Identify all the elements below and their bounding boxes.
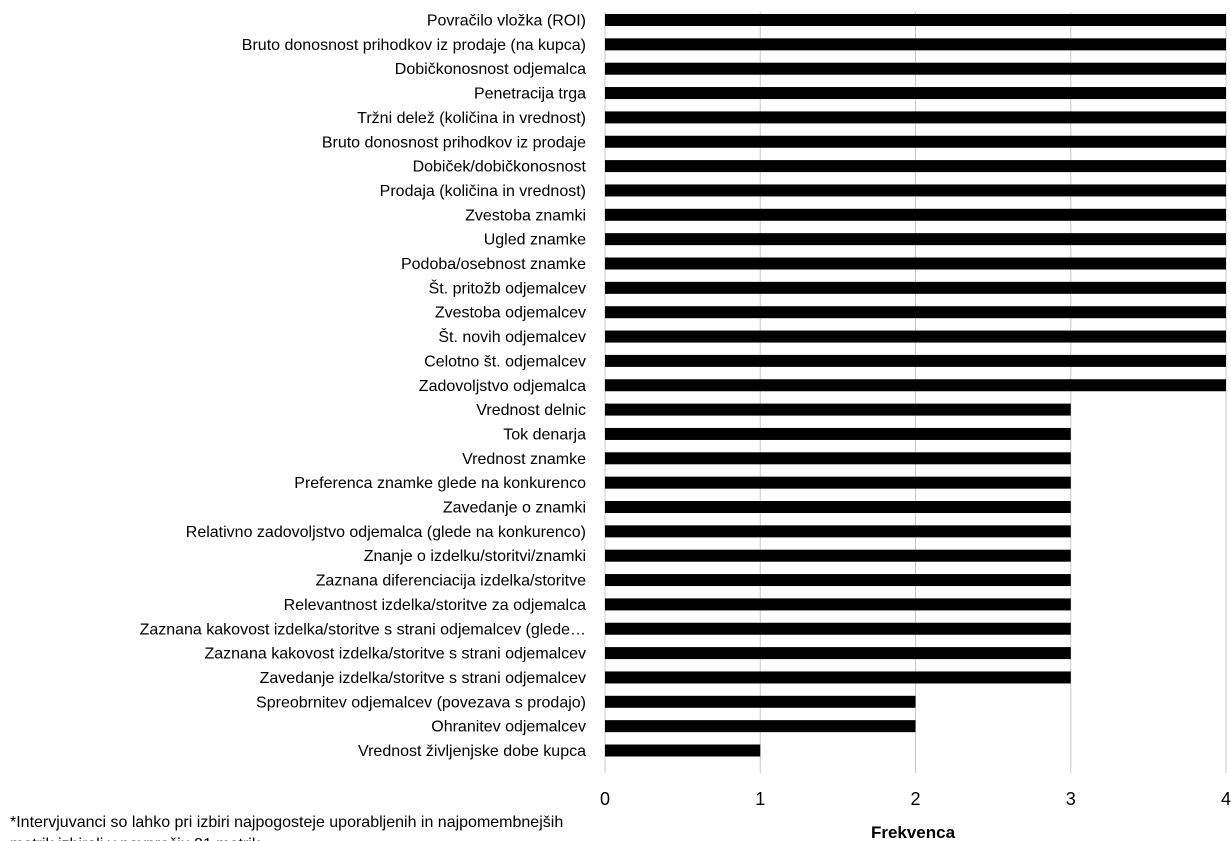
- category-label: Spreobrnitev odjemalcev (povezava s prod…: [256, 694, 586, 711]
- bar: [605, 501, 1071, 513]
- category-label: Bruto donosnost prihodkov iz prodaje: [322, 134, 586, 151]
- bar: [605, 452, 1071, 465]
- bar: [605, 476, 1071, 489]
- bar: [605, 744, 761, 757]
- category-label: Dobiček/dobičkonosnost: [413, 159, 587, 176]
- bar: [605, 622, 1071, 635]
- category-label: Št. novih odjemalcev: [438, 327, 586, 346]
- category-label: Zadovoljstvo odjemalca: [419, 378, 586, 395]
- bar: [605, 184, 1226, 197]
- x-tick-label: 0: [600, 789, 610, 809]
- bar: [605, 306, 1226, 319]
- category-label: Zaznana kakovost izdelka/storitve s stra…: [140, 621, 586, 638]
- category-label: Ugled znamke: [484, 232, 586, 249]
- category-label: Zaznana diferenciacija izdelka/storitve: [316, 573, 586, 590]
- category-label: Vrednost delnic: [476, 402, 586, 419]
- category-label: Tok denarja: [503, 426, 586, 443]
- x-tick-label: 4: [1221, 789, 1231, 809]
- x-tick-label: 2: [910, 789, 920, 809]
- bar: [605, 208, 1226, 221]
- category-label: Št. pritožb odjemalcev: [429, 278, 586, 297]
- bar: [605, 695, 916, 708]
- category-label: Zvestoba odjemalcev: [435, 305, 586, 322]
- bar: [605, 598, 1071, 611]
- bar: [605, 647, 1071, 660]
- category-labels: Povračilo vložka (ROI) Bruto donosnost pr…: [140, 13, 587, 761]
- category-label: Penetracija trga: [474, 86, 586, 103]
- bars: [605, 14, 1226, 757]
- bar: [605, 135, 1226, 148]
- bar: [605, 720, 916, 733]
- category-label: Zavedanje izdelka/storitve s strani odje…: [260, 670, 586, 687]
- bar: [605, 427, 1071, 440]
- category-label: Znanje o izdelku/storitvi/znamki: [364, 548, 586, 565]
- x-tick-label: 1: [755, 789, 765, 809]
- bar: [605, 549, 1071, 562]
- bar: [605, 354, 1226, 367]
- category-label: Podoba/osebnost znamke: [401, 256, 586, 273]
- category-label: Zavedanje o znamki: [443, 500, 586, 517]
- bar: [605, 111, 1226, 124]
- category-label: Zvestoba znamki: [465, 207, 586, 224]
- category-label: Bruto donosnost prihodkov iz prodaje (na…: [242, 37, 586, 54]
- category-label: Relevantnost izdelka/storitve za odjemal…: [284, 597, 586, 614]
- category-label: Prodaja (količina in vrednost): [380, 183, 586, 200]
- bar: [605, 525, 1071, 538]
- category-label: Relativno zadovoljstvo odjemalca (glede …: [186, 524, 586, 541]
- bar: [605, 14, 1226, 26]
- footnote: *Intervjuvanci so lahko pri izbiri najpo…: [10, 814, 564, 841]
- bar: [605, 87, 1226, 100]
- category-label: Vrednost znamke: [462, 451, 586, 468]
- bar: [605, 257, 1226, 270]
- bar: [605, 330, 1226, 343]
- category-label: Dobičkonosnost odjemalca: [395, 61, 586, 78]
- category-label: Tržni delež (količina in vrednost): [357, 110, 586, 127]
- bar: [605, 62, 1226, 75]
- bar: [605, 574, 1071, 587]
- bar: [605, 233, 1226, 246]
- category-label: Vrednost življenjske dobe kupca: [358, 743, 586, 760]
- bar: [605, 671, 1071, 684]
- category-label: Ohranitev odjemalcev: [431, 719, 586, 736]
- category-label: Celotno št. odjemalcev: [424, 353, 586, 370]
- category-label: Zaznana kakovost izdelka/storitve s stra…: [204, 646, 586, 663]
- bar: [605, 281, 1226, 294]
- category-label: Povračilo vložka (ROI): [427, 13, 586, 30]
- bar: [605, 379, 1226, 392]
- category-label: Preferenca znamke glede na konkurenco: [294, 475, 586, 492]
- x-axis-title: Frekvenca: [871, 823, 956, 841]
- x-tick-label: 3: [1066, 789, 1076, 809]
- bar: [605, 38, 1226, 51]
- bar: [605, 160, 1226, 173]
- x-axis-ticks: 0 1 2 3 4: [600, 789, 1231, 809]
- bar: [605, 403, 1071, 416]
